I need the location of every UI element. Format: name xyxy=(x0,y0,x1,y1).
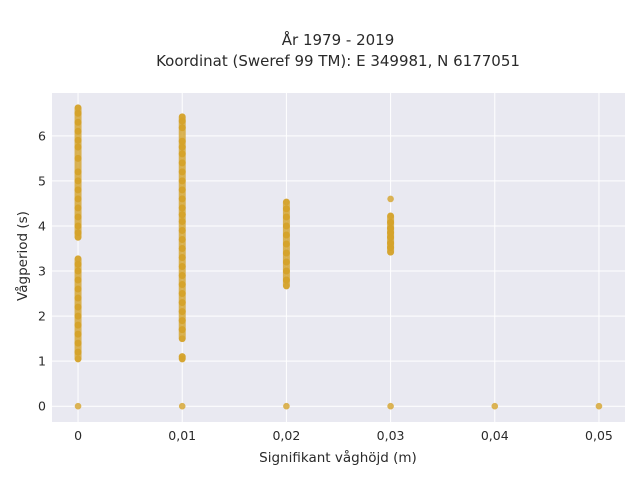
data-point xyxy=(178,335,186,342)
data-point xyxy=(283,402,290,410)
data-point xyxy=(178,245,186,252)
y-tick-labels: 0 1 2 3 4 5 6 xyxy=(38,128,46,413)
y-tick-label: 4 xyxy=(38,218,46,233)
data-point xyxy=(74,168,82,176)
data-point xyxy=(74,195,82,203)
data-point xyxy=(74,267,82,275)
x-tick-label: 0,02 xyxy=(272,428,300,443)
x-tick-label: 0,01 xyxy=(168,428,196,443)
data-point xyxy=(74,276,82,284)
data-point xyxy=(74,213,82,221)
data-point xyxy=(178,143,186,151)
data-point xyxy=(74,118,82,126)
data-point xyxy=(387,219,394,226)
data-point xyxy=(74,143,82,151)
plot-area xyxy=(52,93,625,422)
data-point xyxy=(74,330,82,338)
data-point xyxy=(178,353,186,360)
data-point xyxy=(387,402,394,410)
data-point xyxy=(178,317,186,324)
data-point xyxy=(178,227,186,234)
y-tick-label: 0 xyxy=(38,399,46,414)
data-point xyxy=(178,308,186,315)
data-point xyxy=(74,186,82,194)
data-point xyxy=(178,204,186,212)
data-point xyxy=(178,254,186,261)
data-point xyxy=(178,177,186,185)
data-point xyxy=(178,168,186,176)
y-tick-label: 2 xyxy=(38,309,46,324)
data-point xyxy=(74,321,82,329)
data-point xyxy=(283,249,290,257)
data-point xyxy=(283,205,290,213)
chart-subtitle: Koordinat (Sweref 99 TM): E 349981, N 61… xyxy=(156,52,520,70)
data-point xyxy=(74,294,82,302)
y-tick-label: 5 xyxy=(38,173,46,188)
data-point xyxy=(74,285,82,293)
data-point xyxy=(178,402,186,410)
data-point xyxy=(387,239,394,247)
x-tick-label: 0,04 xyxy=(481,428,509,443)
data-point xyxy=(74,339,82,347)
data-point xyxy=(74,222,82,230)
data-point xyxy=(74,177,82,185)
data-point xyxy=(283,198,290,206)
data-point xyxy=(178,218,186,225)
y-tick-label: 3 xyxy=(38,264,46,279)
data-point xyxy=(178,290,186,297)
data-point xyxy=(283,213,290,221)
data-point xyxy=(74,128,82,135)
y-tick-label: 6 xyxy=(38,128,46,143)
data-point xyxy=(283,240,290,248)
data-point xyxy=(387,212,394,220)
data-point xyxy=(387,195,394,203)
x-axis-label: Signifikant våghöjd (m) xyxy=(259,449,417,466)
data-point xyxy=(74,204,82,212)
chart-title: År 1979 - 2019 xyxy=(282,30,395,49)
data-point xyxy=(178,211,186,218)
y-tick-label: 1 xyxy=(38,354,46,369)
data-point xyxy=(178,124,186,132)
data-point xyxy=(283,258,290,266)
data-point xyxy=(178,326,186,333)
data-point xyxy=(74,155,82,162)
data-point xyxy=(74,109,82,117)
y-axis-label: Vågperiod (s) xyxy=(14,211,31,301)
data-point xyxy=(283,276,290,284)
data-point xyxy=(178,137,186,145)
data-point xyxy=(595,402,603,410)
data-point xyxy=(283,222,290,230)
data-point xyxy=(178,236,186,243)
data-point xyxy=(74,260,82,268)
data-point xyxy=(74,348,82,356)
data-point xyxy=(178,159,186,167)
data-point xyxy=(283,231,290,239)
data-point xyxy=(178,113,186,121)
data-point xyxy=(178,281,186,288)
data-point xyxy=(283,282,290,290)
data-point xyxy=(74,402,82,410)
x-tick-labels: 0 0,01 0,02 0,03 0,04 0,05 xyxy=(74,428,613,443)
data-point xyxy=(178,186,186,194)
x-tick-label: 0,05 xyxy=(585,428,613,443)
data-point xyxy=(283,267,290,275)
data-point xyxy=(178,272,186,279)
data-point xyxy=(74,137,82,144)
data-point xyxy=(74,355,82,363)
data-point xyxy=(74,229,82,237)
x-tick-label: 0 xyxy=(74,428,82,443)
data-point xyxy=(74,303,82,311)
data-point xyxy=(491,402,499,410)
data-point xyxy=(178,299,186,306)
data-point xyxy=(74,312,82,320)
data-point xyxy=(178,195,186,203)
data-point xyxy=(178,263,186,270)
data-point xyxy=(387,224,394,232)
x-tick-label: 0,03 xyxy=(377,428,405,443)
data-point xyxy=(74,255,82,263)
data-point xyxy=(178,150,186,158)
data-point xyxy=(74,104,82,112)
data-points xyxy=(74,104,603,410)
